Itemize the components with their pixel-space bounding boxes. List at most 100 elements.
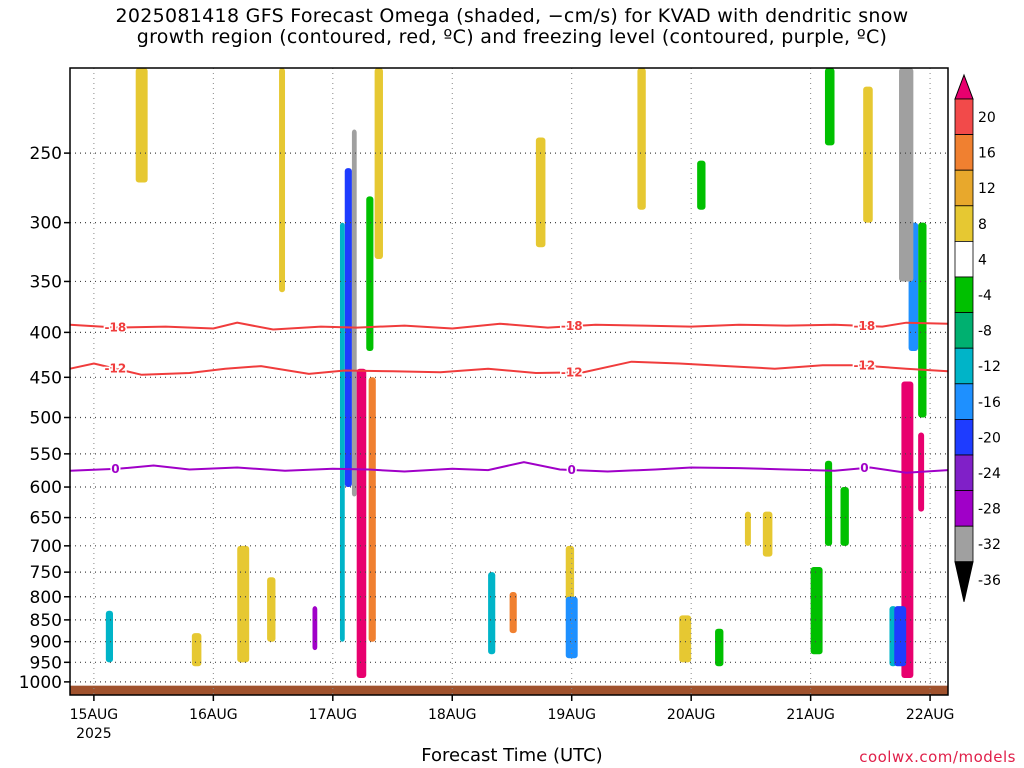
omega-streak-9 <box>762 511 773 557</box>
omega-streak-5 <box>697 160 706 210</box>
omega-streak-4 <box>637 68 646 210</box>
contour-line-minus18 <box>69 321 949 331</box>
omega-streak-23 <box>191 633 202 667</box>
contour-label: 0 <box>111 462 119 476</box>
omega-feature-2 <box>356 368 367 679</box>
y-tick-label: 350 <box>30 272 62 292</box>
omega-streak-2 <box>374 68 383 260</box>
contour-label: -18 <box>854 319 876 333</box>
x-tick-label: 18AUG <box>428 707 477 723</box>
omega-streak-12 <box>366 196 374 351</box>
omega-streak-19 <box>715 628 724 667</box>
omega-streak-29 <box>509 591 517 634</box>
omega-streak-3 <box>535 137 546 248</box>
omega-shading-layer <box>70 68 948 695</box>
omega-feature-0 <box>351 129 357 497</box>
colorbar-swatch-3 <box>954 169 974 207</box>
colorbar-label: -28 <box>978 502 1001 518</box>
colorbar-top-arrow <box>954 73 974 100</box>
y-tick-label: 700 <box>30 537 62 557</box>
colorbar-swatch-11 <box>954 454 974 491</box>
y-tick-label: 850 <box>30 611 62 631</box>
colorbar-label: -24 <box>978 466 1001 482</box>
y-tick-label: 1000 <box>19 673 62 693</box>
omega-streak-16 <box>105 610 114 663</box>
colorbar-swatch-8 <box>954 347 974 385</box>
omega-streak-10 <box>810 567 823 655</box>
contour-label: -12 <box>105 362 127 376</box>
omega-streak-18 <box>565 545 575 602</box>
y-tick-label: 650 <box>30 509 62 529</box>
terrain-band <box>70 685 948 695</box>
omega-streak-28 <box>744 511 751 546</box>
colorbar-swatch-4 <box>954 205 974 242</box>
chart-title: 2025081418 GFS Forecast Omega (shaded, −… <box>0 6 1024 48</box>
y-tick-label: 900 <box>30 633 62 653</box>
colorbar-swatch-13 <box>954 525 974 563</box>
contour-label: -18 <box>105 320 127 334</box>
omega-streak-11 <box>840 487 849 546</box>
colorbar-label: -36 <box>978 573 1001 589</box>
contour-label: 0 <box>568 463 576 477</box>
omega-streak-14 <box>339 222 345 642</box>
omega-feature-3 <box>901 381 914 679</box>
y-tick-label: 800 <box>30 588 62 608</box>
contour-layer: -18 -18 -18 -12 -12 -12 0 0 0 <box>69 317 949 478</box>
colorbar-swatch-9 <box>954 383 974 420</box>
omega-feature-6 <box>894 606 907 667</box>
credit-link[interactable]: coolwx.com/models <box>859 748 1016 766</box>
omega-streak-20 <box>679 615 692 663</box>
colorbar-bottom-arrow <box>954 561 974 602</box>
contour-label: -12 <box>561 365 583 379</box>
colorbar-label: 12 <box>978 181 996 197</box>
omega-streak-6 <box>824 68 835 146</box>
colorbar-label: -8 <box>978 324 992 340</box>
x-tick-label: 17AUG <box>309 707 358 723</box>
colorbar-swatch-1 <box>954 98 974 135</box>
colorbar-label: 4 <box>978 252 987 268</box>
contour-line-minus12 <box>69 360 949 376</box>
colorbar-label: 16 <box>978 146 996 162</box>
omega-streak-7 <box>863 86 873 223</box>
omega-streak-8 <box>918 222 927 418</box>
x-tick-label: 16AUG <box>189 707 238 723</box>
contour-line-0 <box>69 461 949 474</box>
omega-streak-24 <box>267 577 276 642</box>
omega-streak-0 <box>135 68 148 183</box>
x-tick-label: 20AUG <box>667 707 716 723</box>
omega-feature-4 <box>312 606 318 651</box>
x-tick-label: 19AUG <box>547 707 596 723</box>
omega-streak-15 <box>237 545 250 663</box>
plot-frame <box>69 67 949 696</box>
y-tick-label: 550 <box>30 445 62 465</box>
y-tick-label: 450 <box>30 368 62 388</box>
colorbar-swatch-7 <box>954 312 974 349</box>
y-tick-label: 250 <box>30 144 62 164</box>
y-tick-label: 300 <box>30 214 62 234</box>
title-line-1: 2025081418 GFS Forecast Omega (shaded, −… <box>115 5 909 27</box>
colorbar-label: -32 <box>978 537 1001 553</box>
colorbar-label: 8 <box>978 217 987 233</box>
colorbar-swatch-5 <box>954 240 974 278</box>
omega-streak-1 <box>279 68 286 293</box>
y-tick-label: 600 <box>30 478 62 498</box>
contour-label: -18 <box>561 319 583 333</box>
colorbar-label: -16 <box>978 395 1001 411</box>
colorbar-label: 20 <box>978 110 996 126</box>
colorbar-swatch-6 <box>954 276 974 313</box>
omega-feature-1 <box>899 68 914 282</box>
colorbar-label: -20 <box>978 430 1001 446</box>
title-line-2: growth region (contoured, red, ºC) and f… <box>136 26 888 48</box>
omega-streak-27 <box>824 460 833 546</box>
colorbar: 20 16 12 8 4 -4 -8 -12 -16 -20 -24 -28 -32 -36 <box>954 73 1001 602</box>
contour-label: 0 <box>860 461 868 475</box>
omega-feature-5 <box>565 596 578 659</box>
x-tick-label: 21AUG <box>786 707 835 723</box>
y-tick-label: 400 <box>30 323 62 343</box>
x-tick-year: 2025 <box>76 726 112 742</box>
colorbar-swatch-10 <box>954 418 974 456</box>
x-tick-label: 15AUG <box>70 707 119 723</box>
colorbar-swatch-2 <box>954 134 974 171</box>
x-tick-label: 22AUG <box>906 707 955 723</box>
